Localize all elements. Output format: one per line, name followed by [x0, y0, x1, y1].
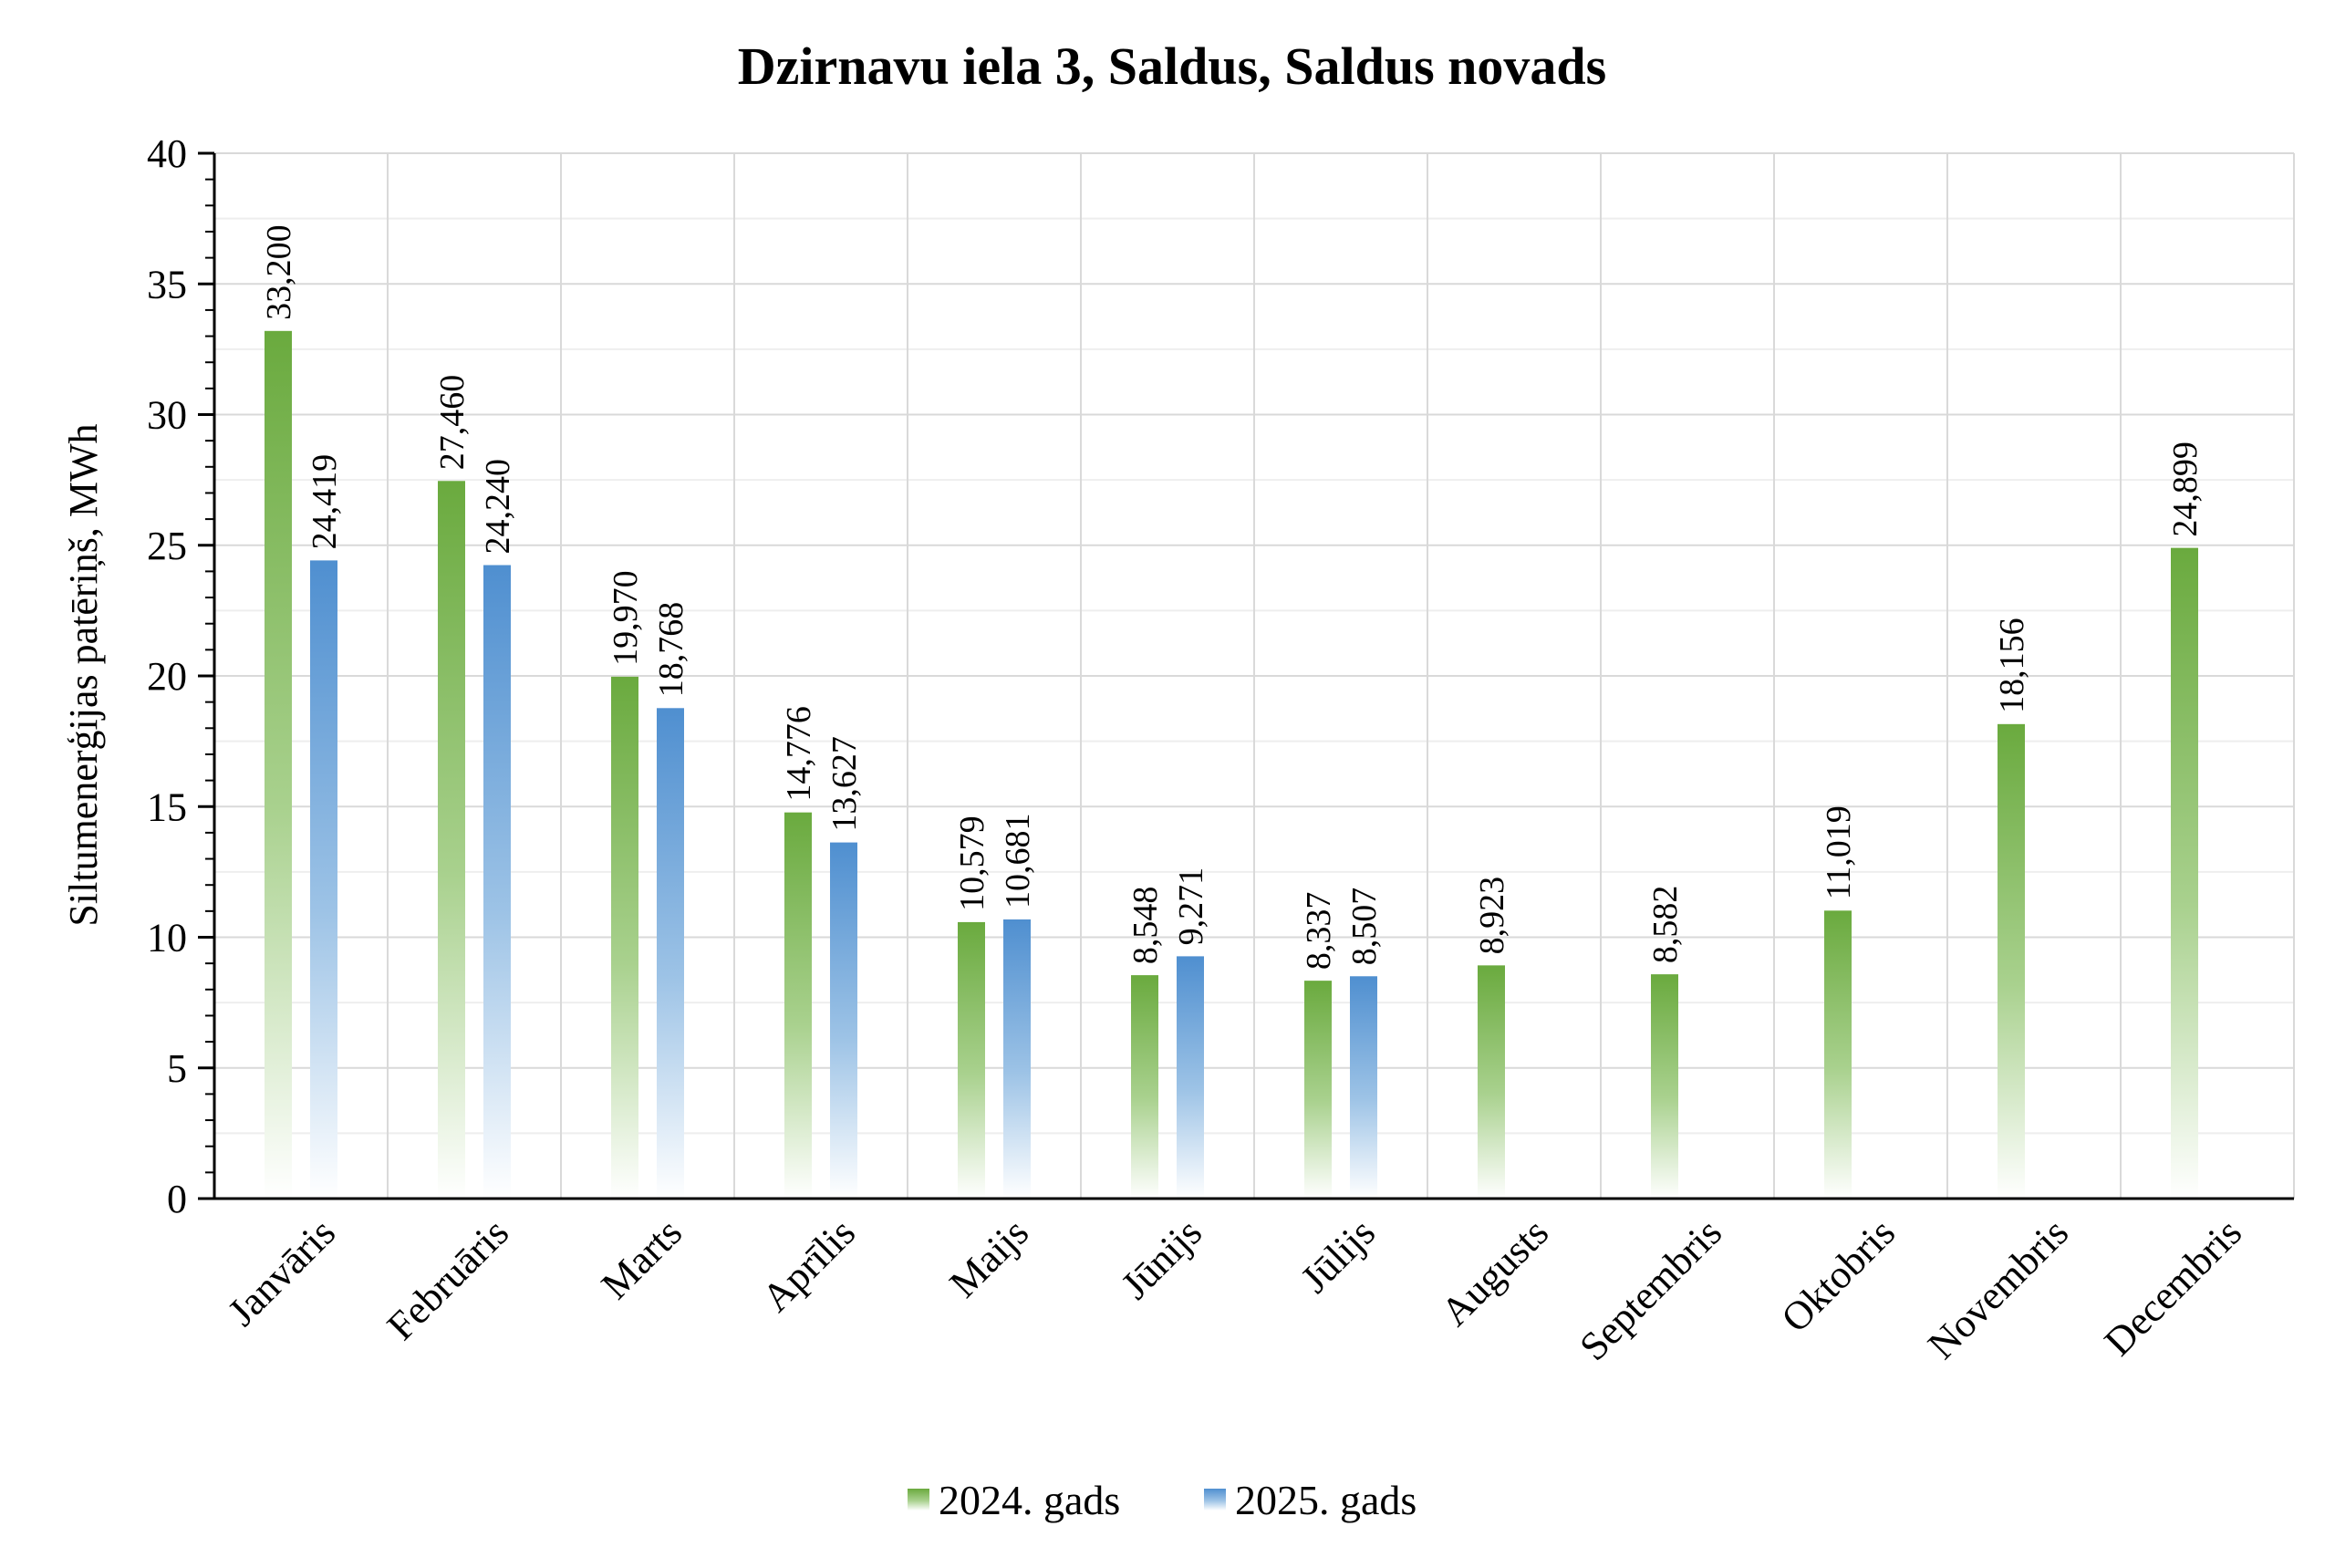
bar-2024-6	[1131, 975, 1158, 1199]
data-label: 8,582	[1646, 886, 1685, 964]
bar-2024-12	[2171, 547, 2198, 1199]
data-label: 11,019	[1820, 805, 1858, 899]
bar-2024-4	[784, 812, 812, 1199]
data-label: 24,419	[306, 454, 344, 550]
bars	[265, 330, 2198, 1199]
data-label: 18,156	[1993, 618, 2031, 713]
legend-label: 2025. gads	[1235, 1477, 1417, 1523]
y-tick-label: 20	[147, 654, 187, 699]
y-tick-label: 10	[147, 916, 187, 961]
data-label: 27,460	[433, 375, 472, 471]
data-label: 10,579	[953, 815, 991, 911]
x-tick-label: Jūnijs	[1113, 1210, 1210, 1307]
x-tick-label: Augusts	[1432, 1210, 1557, 1334]
data-label: 24,240	[479, 459, 517, 555]
bar-2024-1	[265, 330, 292, 1199]
bar-2025-3	[657, 708, 684, 1199]
y-tick-label: 30	[147, 393, 187, 438]
data-label: 33,200	[260, 224, 298, 320]
axes: 0 5 10 15 20 25 30 35 40 Janvāris Februāris Marts Ap…	[147, 131, 2294, 1369]
data-label: 8,507	[1345, 888, 1384, 966]
bar-2025-4	[830, 842, 857, 1199]
y-tick-label: 0	[167, 1177, 187, 1221]
grid	[214, 152, 2295, 1199]
bar-2024-8	[1478, 965, 1505, 1199]
legend-swatch	[1204, 1489, 1226, 1511]
x-tick-label: Oktobris	[1773, 1210, 1904, 1341]
data-label: 8,923	[1473, 877, 1511, 955]
bar-2025-6	[1177, 956, 1204, 1199]
bar-2024-9	[1651, 974, 1678, 1199]
data-label: 9,271	[1172, 867, 1210, 946]
data-label: 24,899	[2166, 441, 2205, 537]
bar-2024-7	[1304, 981, 1332, 1199]
bar-2024-2	[438, 481, 465, 1199]
bar-2025-2	[483, 565, 511, 1199]
y-tick-label: 35	[147, 262, 187, 306]
x-tick-label: Decembris	[2096, 1210, 2250, 1364]
data-label: 10,681	[999, 813, 1037, 909]
x-tick-label: Maijs	[941, 1210, 1038, 1306]
bar-2025-5	[1003, 919, 1031, 1199]
data-label: 19,970	[607, 570, 645, 666]
data-label: 8,337	[1300, 892, 1338, 971]
data-label: 13,627	[825, 736, 864, 832]
x-tick-label: Februāris	[379, 1210, 517, 1348]
bar-2024-5	[958, 921, 985, 1199]
data-label: 14,776	[780, 706, 818, 802]
legend: 2024. gads 2025. gads	[908, 1477, 1417, 1523]
y-tick-label: 5	[167, 1046, 187, 1091]
bar-2024-11	[1998, 723, 2025, 1199]
chart-title: Dzirnavu iela 3, Saldus, Saldus novads	[738, 36, 1606, 96]
bar-2024-3	[611, 676, 638, 1199]
x-tick-label: Septembris	[1571, 1210, 1730, 1369]
bar-2025-7	[1350, 976, 1377, 1199]
data-label: 18,768	[652, 602, 690, 698]
x-tick-label: Janvāris	[219, 1210, 344, 1334]
y-axis-label: Siltumenerģijas patēriņš, MWh	[61, 423, 106, 926]
y-tick-label: 25	[147, 524, 187, 568]
x-tick-label: Novembris	[1919, 1210, 2077, 1367]
bar-2025-1	[310, 560, 337, 1199]
data-label: 8,548	[1126, 887, 1165, 965]
x-tick-label: Marts	[593, 1210, 690, 1307]
y-tick-label: 15	[147, 784, 187, 829]
y-tick-label: 40	[147, 131, 187, 176]
legend-swatch	[908, 1489, 929, 1511]
bar-2024-10	[1824, 910, 1852, 1199]
x-tick-label: Aprīlis	[753, 1210, 864, 1320]
legend-label: 2024. gads	[939, 1477, 1120, 1523]
x-tick-label: Jūlijs	[1292, 1210, 1384, 1301]
